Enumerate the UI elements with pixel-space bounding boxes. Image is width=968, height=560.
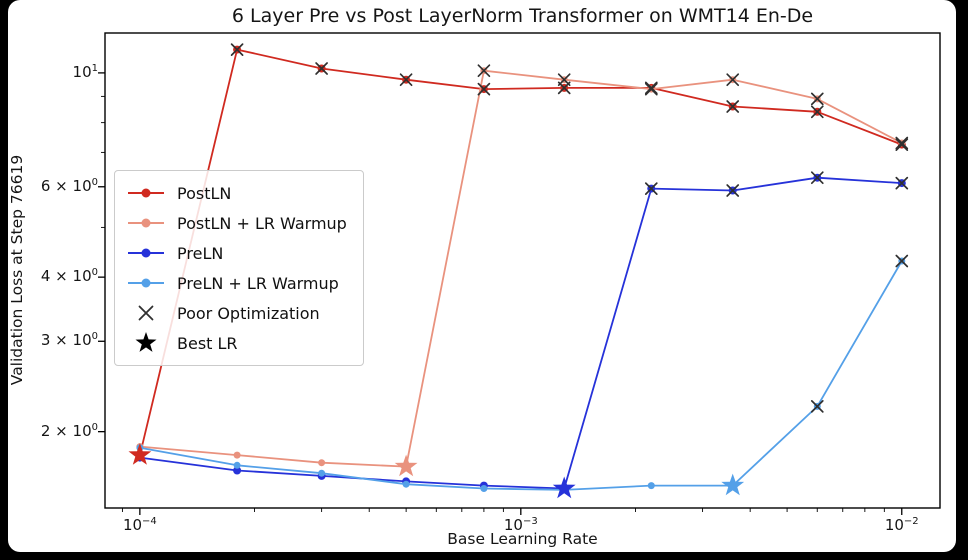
legend-label: Poor Optimization [177,303,320,323]
data-point-preln-lr-warmup-1 [233,461,241,469]
series-line-preln-lr-warmup [139,260,903,491]
best-lr-star-preln [552,476,576,499]
series-line-postln [139,48,903,456]
x-tick-label-2: 10−2 [884,516,919,534]
poor-optimization-x-marker [895,136,909,150]
legend-label: PreLN + LR Warmup [177,273,339,293]
poor-optimization-x-marker [895,254,909,268]
x-marker-icon [138,305,154,321]
legend-item-preln: PreLN [125,238,347,268]
best-lr-star-postln-lr-warmup [394,454,418,477]
legend-label: PostLN [177,183,232,203]
poor-optimization-x-marker [810,105,824,119]
y-tick-label-1: 6 × 100 [40,176,98,195]
legend-item-postln: PostLN [125,178,347,208]
poor-optimization-x-marker [644,182,658,195]
poor-optimization-x-marker [810,400,824,413]
y-tick-label-0: 101 [72,62,98,81]
data-point-preln-lr-warmup-6 [647,482,655,490]
best-lr-star-postln [128,443,152,465]
y-tick-label-2: 4 × 100 [40,267,98,286]
poor-optimization-x-marker [810,171,824,185]
x-tick-label-1: 10−3 [503,516,538,534]
data-point-preln-lr-warmup-2 [318,469,326,477]
series-line-preln [139,176,902,490]
series-line-postln-lr-warmup [139,69,903,468]
legend-item-preln-lr-warmup: PreLN + LR Warmup [125,268,347,298]
x-tick-label-0: 10−4 [122,516,157,534]
poor-optimization-x-marker [726,73,740,87]
legend-label: PreLN [177,243,224,263]
legend-line-swatch [128,278,164,288]
data-point-postln-lr-warmup-2 [318,459,326,467]
plot-frame [104,32,941,509]
legend-item-best-lr: Best LR [125,328,347,358]
poor-optimization-x-marker [644,82,658,96]
y-tick-label-3: 3 × 100 [40,331,98,350]
y-axis-label: Validation Loss at Step 76619 [8,154,26,386]
data-point-preln-lr-warmup-4 [480,485,488,492]
poor-optimization-x-marker [726,100,740,113]
poor-optimization-x-marker [399,73,413,87]
legend-label: PostLN + LR Warmup [177,213,347,233]
legend-line-swatch [128,248,164,258]
legend-item-postln-lr-warmup: PostLN + LR Warmup [125,208,347,238]
poor-optimization-x-marker [895,138,909,151]
legend-line-swatch [128,218,164,228]
legend-item-poor-optimization: Poor Optimization [125,298,347,328]
legend-label: Best LR [177,333,238,353]
y-tick-label-4: 2 × 100 [40,421,98,440]
poor-optimization-x-marker [726,184,740,197]
star-icon [135,332,157,352]
legend: PostLN PostLN + LR Warmup PreLN PreLN + LR … [114,170,364,366]
poor-optimization-x-marker [895,176,909,190]
poor-optimization-x-marker [557,73,571,87]
poor-optimization-x-marker [810,92,824,106]
data-point-preln-lr-warmup-3 [402,480,410,488]
poor-optimization-x-marker [230,43,244,56]
data-point-preln-1 [233,466,242,475]
chart-title: 6 Layer Pre vs Post LayerNorm Transforme… [231,5,814,27]
poor-optimization-x-marker [477,64,491,78]
data-point-postln-lr-warmup-1 [233,451,241,459]
poor-optimization-x-marker [315,62,328,75]
legend-line-swatch [128,188,164,198]
best-lr-star-preln-lr-warmup [721,473,745,496]
poor-optimization-x-marker [477,82,491,96]
x-axis-label: Base Learning Rate [447,530,598,548]
